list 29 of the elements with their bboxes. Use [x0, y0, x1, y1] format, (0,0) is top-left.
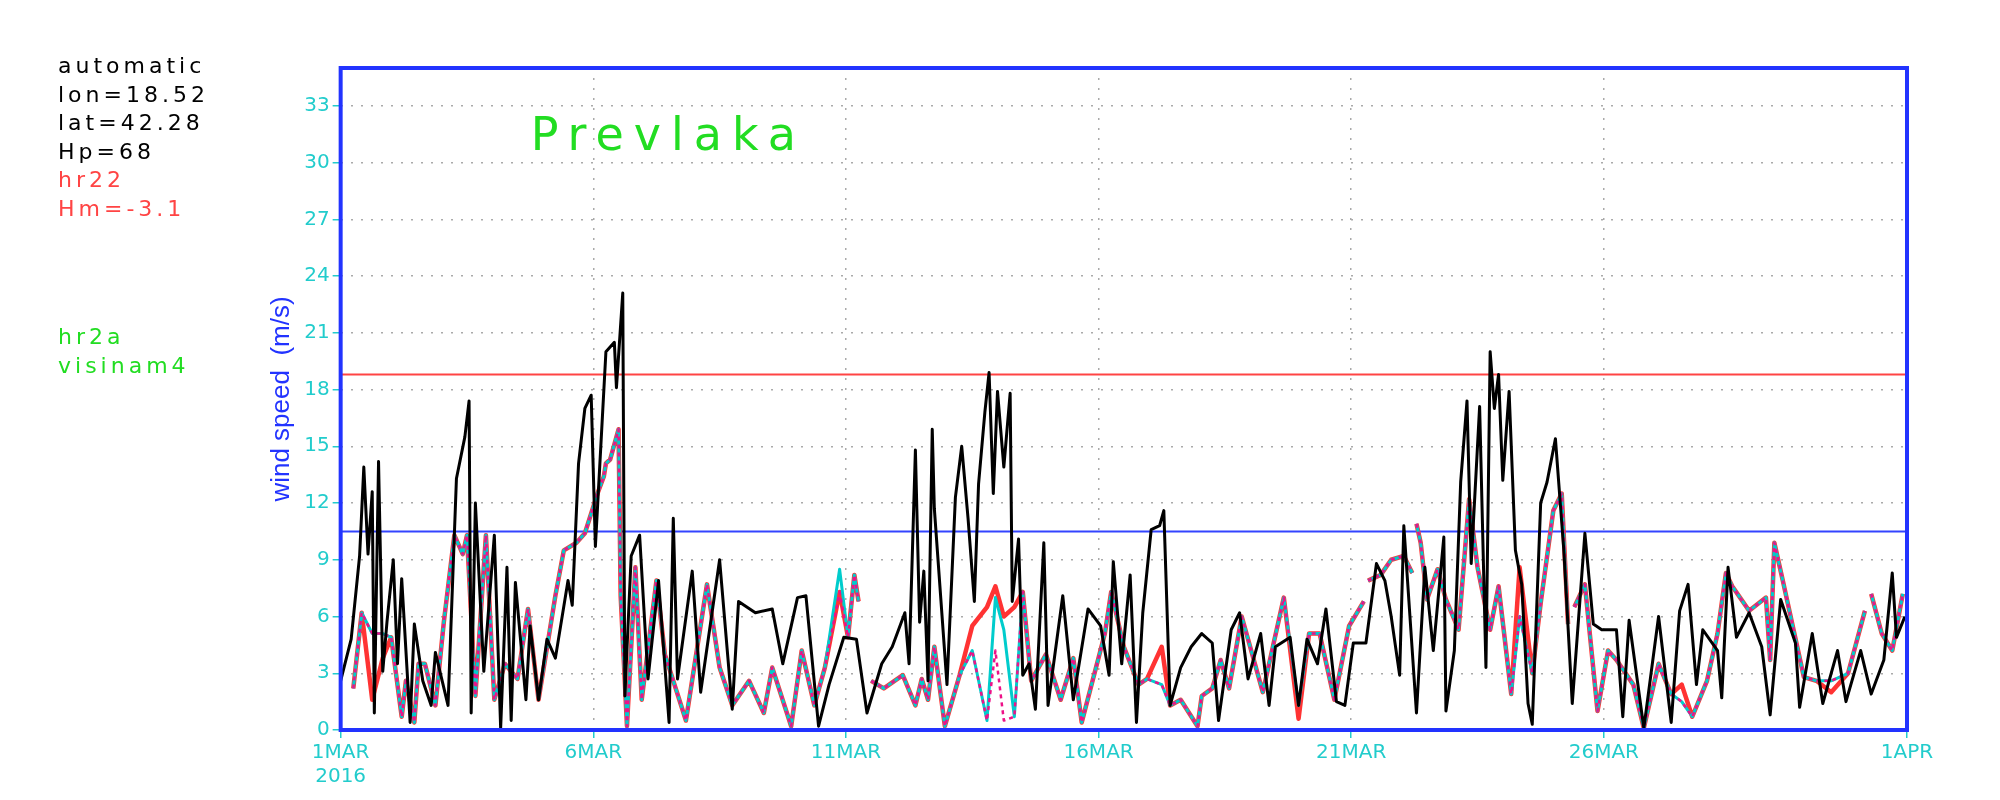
y-tick-label: 27: [304, 205, 330, 230]
x-tick-label: 6MAR: [564, 739, 623, 764]
x-tick-label: 26MAR: [1568, 739, 1640, 764]
y-tick-label: 21: [304, 319, 330, 343]
y-tick-label: 15: [304, 432, 330, 457]
y-axis-title: wind speed (m/s): [264, 296, 295, 503]
text: hr22: [58, 166, 126, 194]
y-tick-label: 12: [304, 489, 330, 514]
y-tick-label: 6: [316, 602, 330, 627]
text: visinam4: [58, 351, 191, 380]
y-tick-label: 24: [304, 262, 330, 287]
text: lon=18.52: [58, 80, 209, 109]
y-tick-label: 33: [304, 92, 330, 117]
y-tick-label: 0: [316, 716, 330, 741]
y-tick-label: 9: [316, 545, 330, 570]
text: Prevlaka: [530, 106, 806, 161]
x-tick-label: 16MAR: [1063, 739, 1134, 764]
y-tick-label: 3: [316, 659, 330, 684]
x-tick-label: 21MAR: [1316, 739, 1387, 764]
text: Hm=-3.1: [58, 194, 187, 223]
text: automatic: [58, 52, 207, 80]
x-tick-label: 1MAR 2016: [311, 739, 370, 788]
text: hr2a: [58, 323, 126, 351]
x-tick-label: 11MAR: [810, 739, 882, 764]
x-tick-label: 1APR: [1880, 739, 1934, 764]
y-tick-label: 30: [304, 148, 330, 173]
text: Hp=68: [58, 137, 156, 166]
y-tick-label: 18: [304, 375, 330, 400]
text: lat=42.28: [58, 109, 205, 137]
